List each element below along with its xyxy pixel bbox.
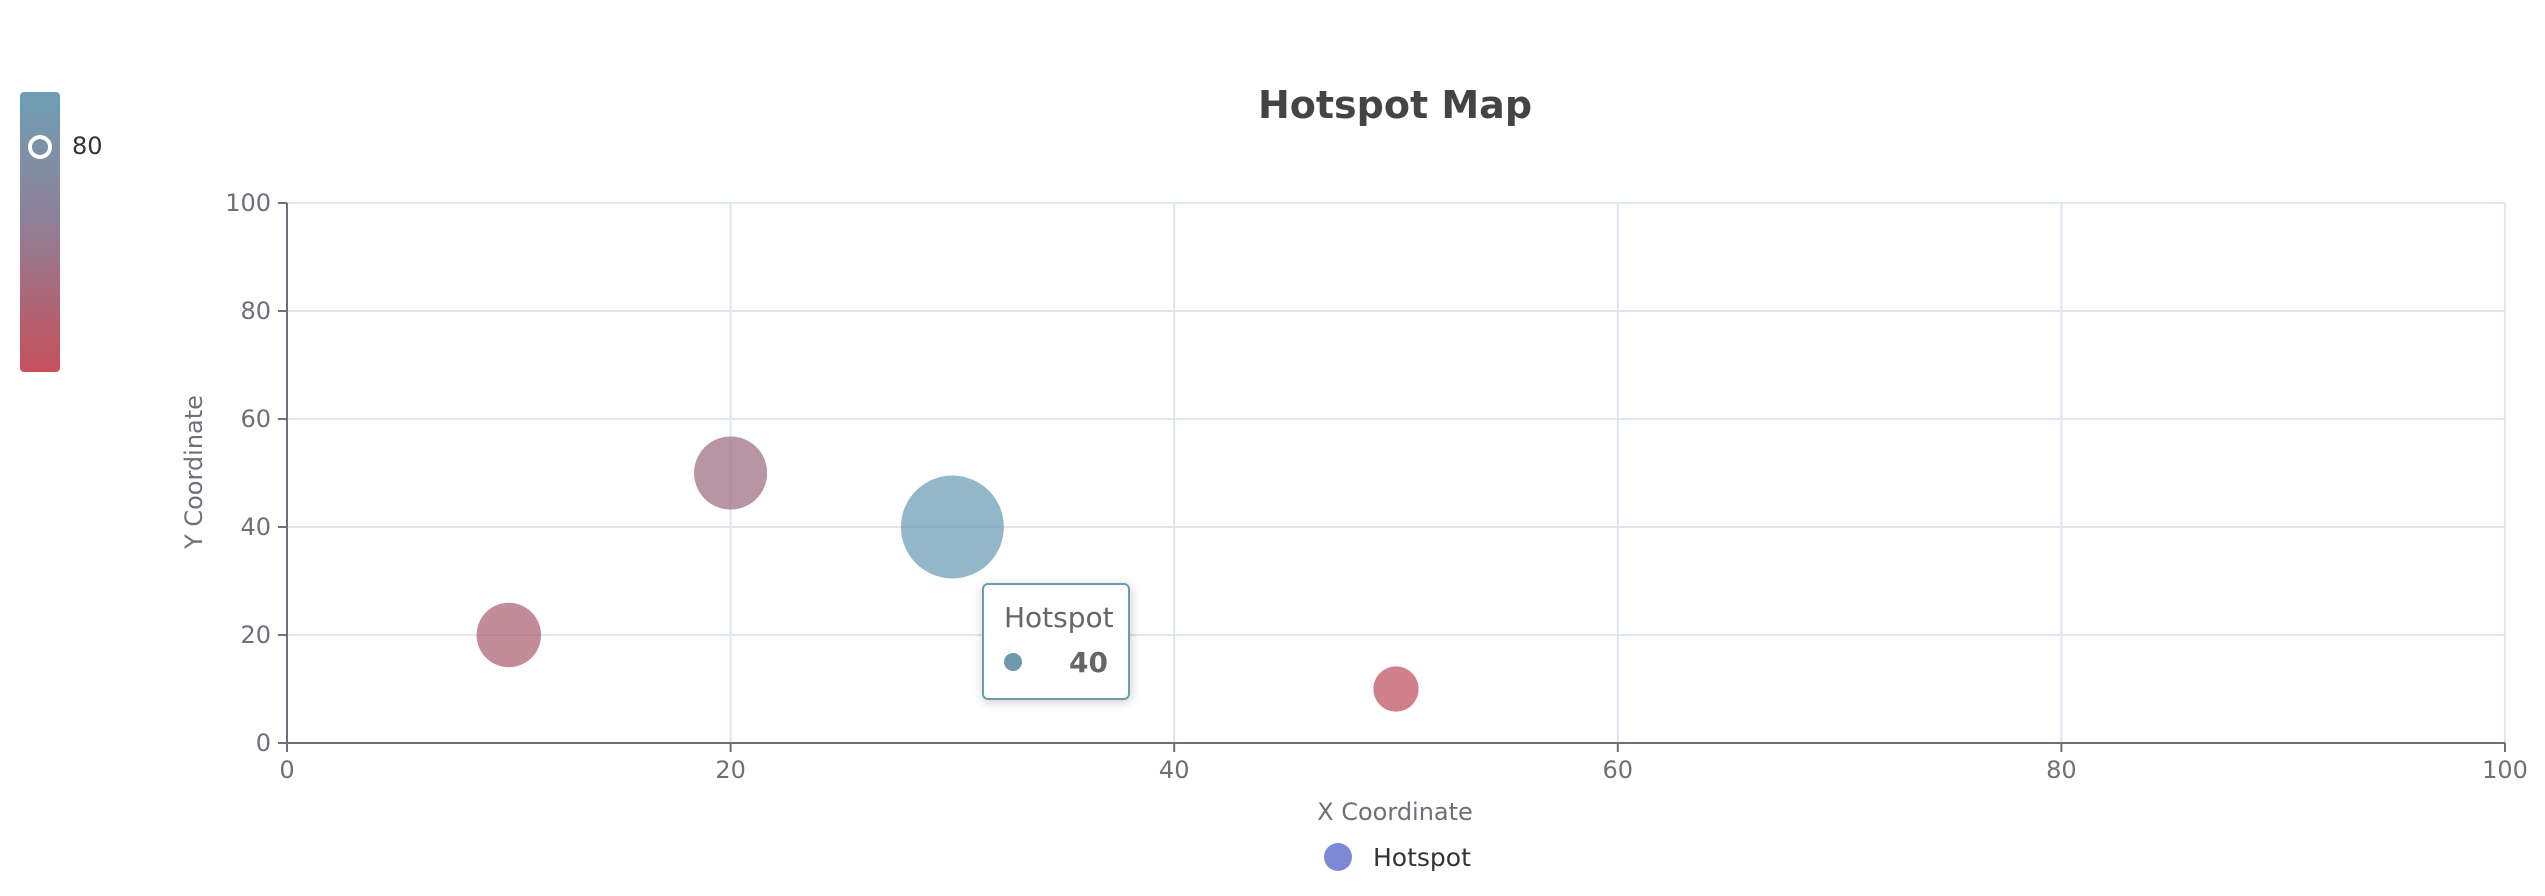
axes: [278, 202, 2506, 752]
y-tick-label: 60: [240, 405, 271, 433]
scatter-point[interactable]: [900, 475, 1004, 579]
y-tick-label: 20: [240, 621, 271, 649]
grid-lines: [287, 202, 2506, 743]
scatter-point[interactable]: [1373, 666, 1419, 712]
y-tick-label: 40: [240, 513, 271, 541]
scatter-point[interactable]: [694, 436, 768, 510]
tooltip-value: 40: [1069, 645, 1108, 679]
y-tick-label: 80: [240, 297, 271, 325]
tick-labels: 0 20 40 60 80 100 0 20 40 60 80 100: [225, 189, 2528, 784]
scatter-point[interactable]: [476, 602, 542, 668]
x-tick-label: 40: [1159, 756, 1190, 784]
tooltip-row: 40: [1004, 645, 1108, 679]
chart-title: Hotspot Map: [1258, 83, 1532, 127]
y-tick-label: 0: [256, 729, 271, 757]
y-axis-label: Y Coordinate: [180, 395, 208, 550]
tooltip-color-marker: [1004, 653, 1022, 671]
tooltip-series-name: Hotspot: [1004, 601, 1114, 634]
legend-label-hotspot[interactable]: Hotspot: [1373, 843, 1471, 872]
visual-map-handle-label: 80: [72, 132, 103, 160]
tooltip: Hotspot 40: [982, 583, 1130, 700]
data-points: [476, 436, 1419, 712]
visual-map-bar[interactable]: [20, 92, 60, 372]
x-axis-label: X Coordinate: [1317, 798, 1473, 826]
x-tick-label: 80: [2046, 756, 2077, 784]
x-tick-label: 100: [2482, 756, 2528, 784]
legend[interactable]: Hotspot: [1324, 843, 1471, 872]
visual-map[interactable]: 80: [20, 92, 103, 372]
x-tick-label: 20: [715, 756, 746, 784]
legend-marker-hotspot[interactable]: [1324, 843, 1352, 871]
x-tick-label: 60: [1603, 756, 1634, 784]
y-tick-label: 100: [225, 189, 271, 217]
x-tick-label: 0: [279, 756, 294, 784]
visual-map-handle[interactable]: [28, 135, 52, 159]
